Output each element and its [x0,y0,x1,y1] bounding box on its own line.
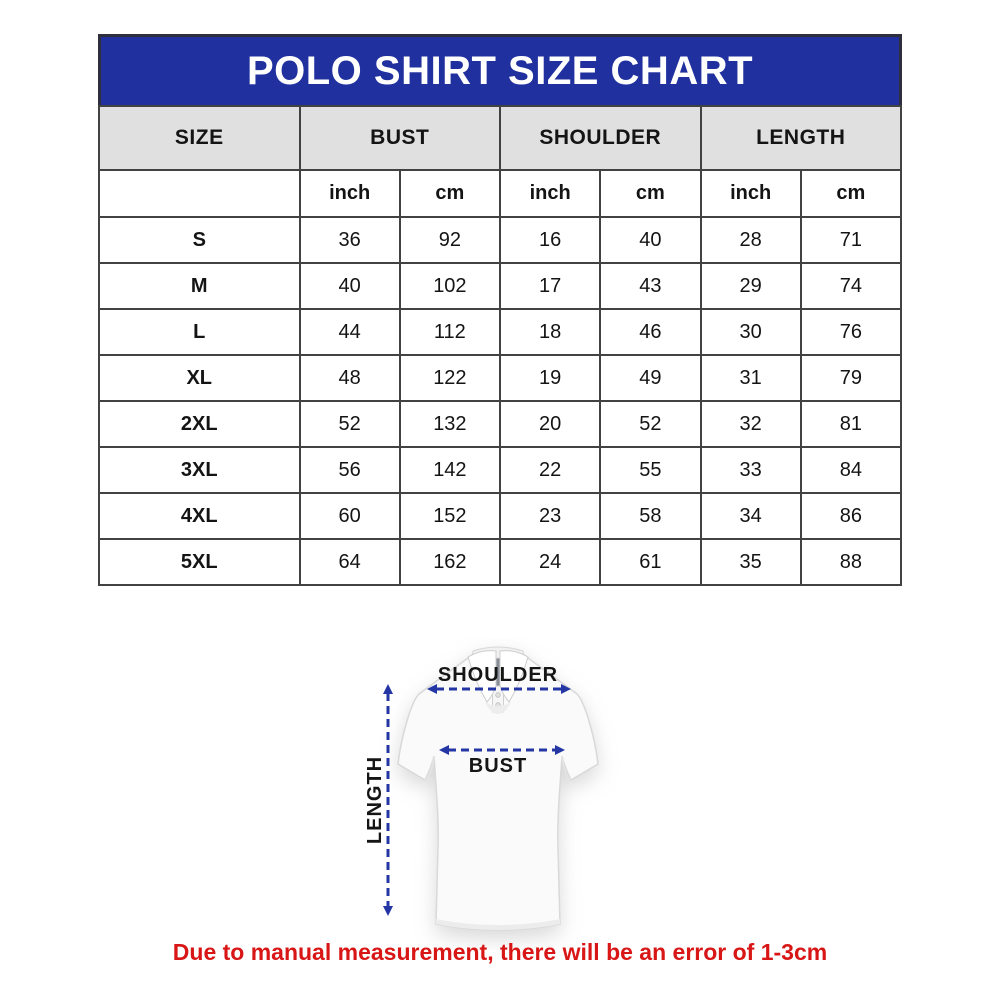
size-label: 5XL [98,538,301,586]
shoulder-cm-value: 61 [599,538,702,586]
length-inch-value: 29 [699,262,802,310]
bust-cm-value: 152 [398,492,502,540]
bust-cm-value: 142 [398,446,502,494]
unit-header-bust-inch: inch [298,169,401,218]
polo-measurement-diagram: SHOULDER BUST LENGTH [364,646,599,931]
bust-cm-value: 132 [398,400,502,448]
table-group-header-row: SIZE BUST SHOULDER LENGTH [98,105,902,171]
group-header-length: LENGTH [699,105,902,171]
length-inch-value: 28 [699,216,802,264]
shoulder-inch-value: 20 [498,400,602,448]
bust-arrow [439,745,565,755]
bust-inch-value: 44 [298,308,401,356]
length-inch-value: 30 [699,308,802,356]
shoulder-inch-value: 16 [498,216,602,264]
shoulder-inch-value: 18 [498,308,602,356]
shoulder-inch-value: 22 [498,446,602,494]
table-row-m: M 40 102 17 43 29 74 [98,262,903,310]
shoulder-inch-value: 24 [498,538,602,586]
bust-cm-value: 112 [398,308,502,356]
length-inch-value: 32 [699,400,802,448]
unit-header-length-inch: inch [699,169,802,218]
length-label: LENGTH [364,756,386,844]
length-cm-value: 84 [799,446,903,494]
unit-header-bust-cm: cm [398,169,502,218]
table-row-xl: XL 48 122 19 49 31 79 [98,354,903,402]
shoulder-cm-value: 43 [599,262,702,310]
length-cm-value: 81 [799,400,903,448]
bust-label: BUST [469,755,527,777]
table-row-2xl: 2XL 52 132 20 52 32 81 [98,400,903,448]
bust-inch-value: 56 [298,446,401,494]
bust-inch-value: 64 [298,538,401,586]
shoulder-inch-value: 17 [498,262,602,310]
shoulder-cm-value: 52 [599,400,702,448]
table-row-s: S 36 92 16 40 28 71 [98,216,903,264]
chart-title: POLO SHIRT SIZE CHART [246,48,754,93]
group-header-bust: BUST [298,105,501,171]
length-inch-value: 34 [699,492,802,540]
chart-title-bar: POLO SHIRT SIZE CHART [98,34,902,108]
length-inch-value: 31 [699,354,802,402]
length-cm-value: 88 [799,538,903,586]
table-row-4xl: 4XL 60 152 23 58 34 86 [98,492,903,540]
unit-header-shoulder-cm: cm [599,169,702,218]
group-header-size: SIZE [98,105,301,171]
shoulder-cm-value: 49 [599,354,702,402]
bust-inch-value: 40 [298,262,401,310]
shoulder-cm-value: 58 [599,492,702,540]
bust-cm-value: 162 [398,538,502,586]
size-label: XL [98,354,301,402]
length-cm-value: 74 [799,262,903,310]
shoulder-cm-value: 46 [599,308,702,356]
shoulder-cm-value: 40 [599,216,702,264]
size-label: M [98,262,301,310]
length-inch-value: 35 [699,538,802,586]
bust-inch-value: 48 [298,354,401,402]
unit-header-empty [98,169,301,218]
shoulder-label: SHOULDER [438,664,558,686]
size-label: 2XL [98,400,301,448]
shoulder-inch-value: 19 [498,354,602,402]
length-cm-value: 71 [799,216,903,264]
unit-header-shoulder-inch: inch [498,169,602,218]
bust-cm-value: 122 [398,354,502,402]
shirt-illustration [397,646,599,931]
table-unit-header-row: inch cm inch cm inch cm [98,169,903,218]
bust-inch-value: 52 [298,400,401,448]
measurement-disclaimer: Due to manual measurement, there will be… [172,939,828,965]
length-cm-value: 76 [799,308,903,356]
shoulder-arrow [427,684,571,694]
unit-header-length-cm: cm [799,169,903,218]
group-header-shoulder: SHOULDER [499,105,702,171]
table-row-l: L 44 112 18 46 30 76 [98,308,903,356]
length-cm-value: 86 [799,492,903,540]
length-cm-value: 79 [799,354,903,402]
length-inch-value: 33 [699,446,802,494]
bust-cm-value: 92 [398,216,502,264]
size-label: 4XL [98,492,301,540]
size-label: L [98,308,301,356]
size-table: SIZE BUST SHOULDER LENGTH inch cm inch c… [98,105,903,586]
size-label: S [98,216,301,264]
bust-inch-value: 60 [298,492,401,540]
size-label: 3XL [98,446,301,494]
shoulder-inch-value: 23 [498,492,602,540]
shoulder-cm-value: 55 [599,446,702,494]
length-arrow [383,684,393,916]
bust-cm-value: 102 [398,262,502,310]
bust-inch-value: 36 [298,216,401,264]
table-row-3xl: 3XL 56 142 22 55 33 84 [98,446,903,494]
table-row-5xl: 5XL 64 162 24 61 35 88 [98,538,903,586]
